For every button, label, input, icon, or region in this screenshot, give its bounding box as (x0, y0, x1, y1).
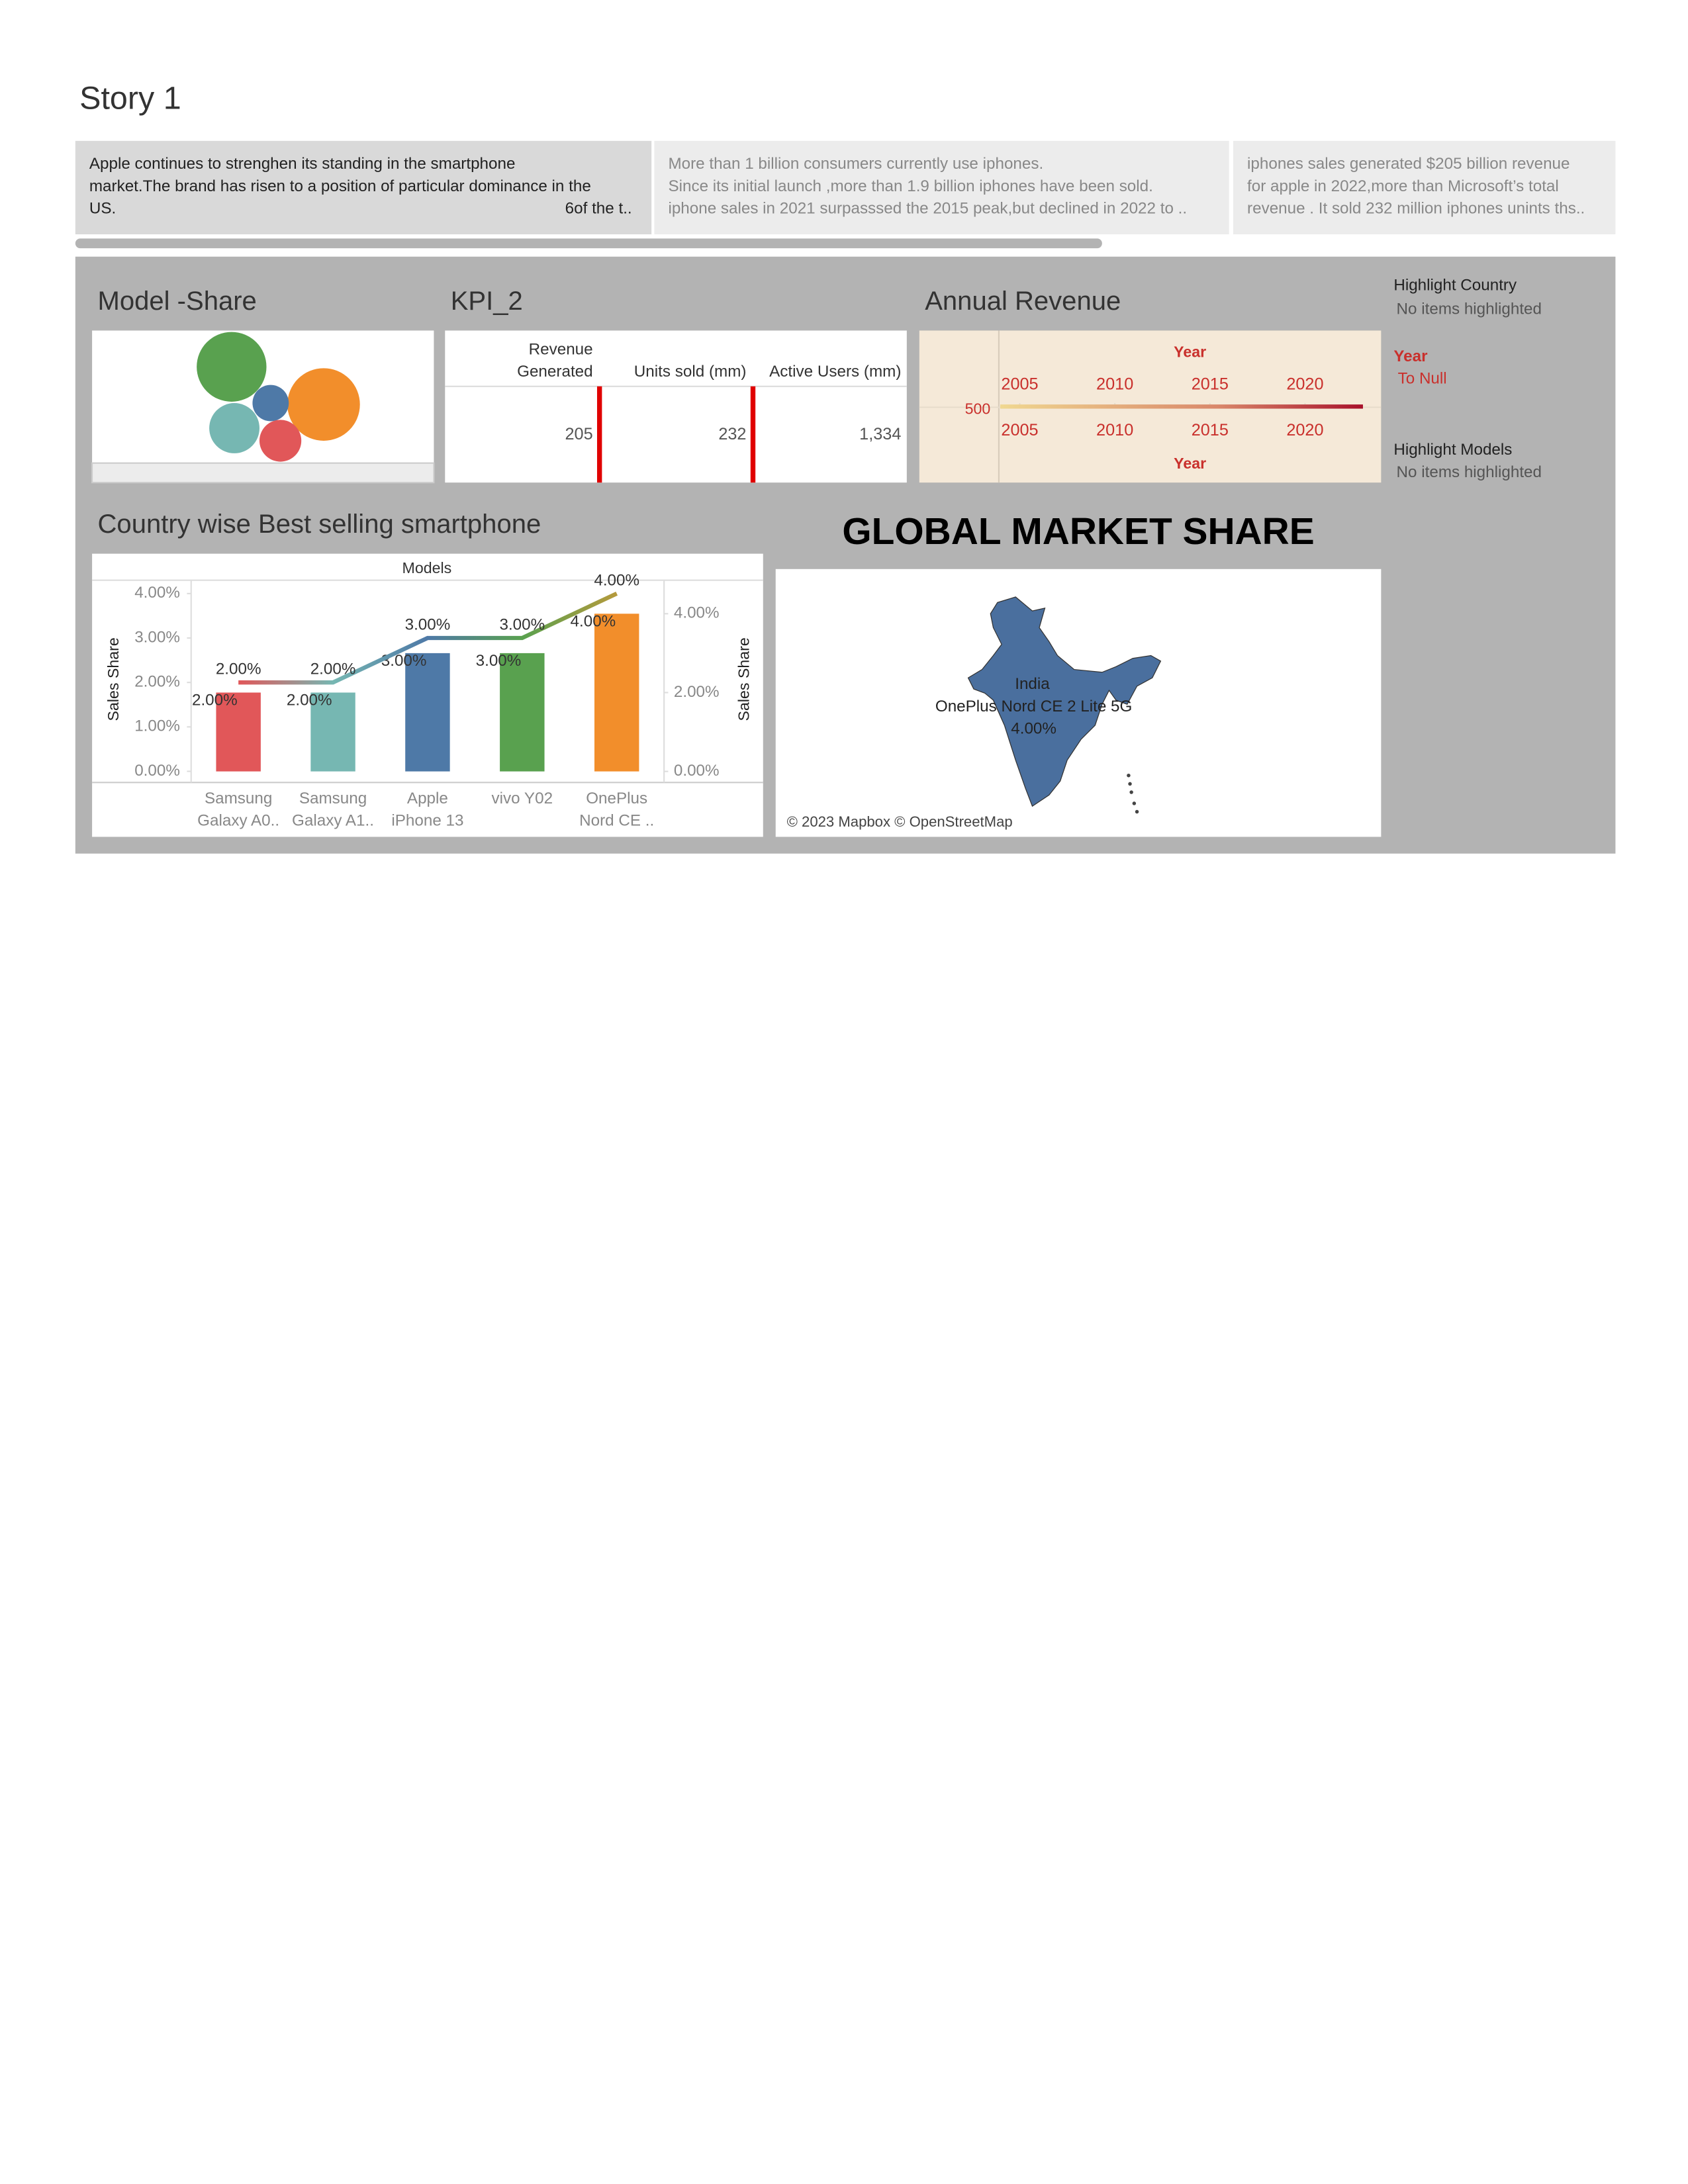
legend-text: No items highlighted (1397, 463, 1542, 481)
legend-title: Highlight Models (1393, 441, 1512, 459)
kpi-value: 1,334 (859, 425, 901, 443)
data-label: 3.00% (499, 615, 545, 633)
data-label: 2.00% (216, 660, 261, 678)
kpi-value: 232 (718, 425, 746, 443)
trend-band (1000, 404, 1363, 409)
y-axis-title: Sales Share (735, 637, 752, 721)
story-point[interactable] (75, 140, 652, 235)
bar (594, 614, 639, 772)
bubble (252, 385, 289, 422)
x-tick-label: OnePlus Nord CE .. (579, 790, 655, 830)
attribution: © 2023 Mapbox © OpenStreetMap (787, 813, 1013, 830)
attribution-bg (781, 813, 1021, 833)
bar (405, 653, 450, 772)
x-tick-label: Apple iPhone 13 (391, 790, 464, 830)
x-tick-label: 2010 (1096, 421, 1133, 439)
y-tick-label: 500 (965, 400, 991, 418)
x-tick-label: Samsung Galaxy A0.. (197, 790, 280, 830)
story-text: for apple in 2022,more than Microsoft’s … (1247, 177, 1559, 195)
bar (216, 692, 261, 772)
island (1128, 782, 1132, 786)
column-header: Models (402, 559, 452, 576)
data-label: 2.00% (310, 660, 356, 678)
data-label: 4.00% (594, 571, 639, 589)
island (1135, 809, 1139, 814)
bubble (259, 420, 302, 462)
bubble (287, 368, 360, 441)
panel-title: KPI_2 (451, 287, 523, 316)
legend-title: Highlight Country (1393, 276, 1517, 294)
story-point[interactable] (654, 140, 1229, 235)
kpi-header: Units sold (mm) (633, 364, 747, 381)
y2-tick-label: 0.00% (674, 762, 720, 780)
map-label: India (1015, 675, 1050, 693)
island (1129, 790, 1133, 794)
bar (500, 653, 545, 772)
kpi-header: Active Users (mm) (769, 364, 902, 381)
map-title: GLOBAL MARKET SHARE (842, 510, 1314, 553)
panel (445, 330, 907, 483)
x-tick-label: 2005 (1001, 375, 1038, 393)
axis-title: Year (1174, 455, 1206, 472)
y-tick-label: 0.00% (134, 762, 180, 780)
island (1132, 801, 1137, 805)
y2-tick-label: 4.00% (674, 604, 720, 622)
kpi-value: 205 (565, 425, 593, 443)
bubble (209, 403, 259, 453)
data-label: 2.00% (192, 692, 238, 709)
story-text: iphone sales in 2021 surpasssed the 2015… (668, 200, 1187, 218)
story-text: market.The brand has risen to a position… (89, 177, 591, 195)
y-tick-label: 1.00% (134, 717, 180, 735)
data-label: 2.00% (287, 692, 332, 709)
scrollbar[interactable] (75, 238, 1102, 249)
kpi-bar (750, 386, 756, 483)
story-text: 6of the t.. (565, 200, 632, 218)
x-tick-label: 2015 (1192, 421, 1229, 439)
island (1127, 773, 1131, 778)
panel-title: Country wise Best selling smartphone (98, 510, 541, 539)
y2-tick-label: 2.00% (674, 683, 720, 701)
bar (310, 692, 355, 772)
story-text: revenue . It sold 232 million iphones un… (1247, 200, 1585, 218)
kpi-bar (596, 386, 602, 483)
filter-title: Year (1393, 347, 1428, 365)
filter-value: To Null (1398, 370, 1447, 388)
story-text: Since its initial launch ,more than 1.9 … (668, 177, 1152, 195)
story-text: US. (89, 200, 116, 218)
x-tick-label: 2020 (1286, 375, 1323, 393)
axis-title: Year (1174, 343, 1206, 360)
y-tick-label: 2.00% (134, 673, 180, 691)
story-point[interactable] (1233, 140, 1616, 235)
story-title: Story 1 (79, 81, 181, 116)
kpi-header: Revenue Generated (517, 341, 593, 381)
story-text: iphones sales generated $205 billion rev… (1247, 155, 1570, 173)
story-text: More than 1 billion consumers currently … (668, 155, 1043, 173)
country-shape[interactable] (967, 596, 1162, 807)
x-tick-label: Samsung Galaxy A1.. (292, 790, 374, 830)
legend-text: No items highlighted (1397, 300, 1542, 318)
panel-title: Annual Revenue (925, 287, 1121, 316)
x-tick-label: 2015 (1192, 375, 1229, 393)
x-tick-label: vivo Y02 (491, 790, 553, 808)
x-tick-label: 2005 (1001, 421, 1038, 439)
story-text: Apple continues to strenghen its standin… (89, 155, 516, 173)
data-label: 3.00% (405, 615, 451, 633)
panel-title: Model -Share (98, 287, 257, 316)
x-tick-label: 2010 (1096, 375, 1133, 393)
y-tick-label: 4.00% (134, 584, 180, 602)
line (238, 591, 618, 685)
map-label: 4.00% (1011, 720, 1056, 738)
map-label: OnePlus Nord CE 2 Lite 5G (935, 698, 1133, 715)
x-tick-label: 2020 (1286, 421, 1323, 439)
data-label: 4.00% (571, 612, 616, 630)
data-label: 3.00% (476, 652, 522, 670)
bubble (197, 332, 267, 402)
scroll-strip (91, 462, 435, 484)
y-axis-title: Sales Share (105, 637, 122, 721)
y-tick-label: 3.00% (134, 628, 180, 646)
